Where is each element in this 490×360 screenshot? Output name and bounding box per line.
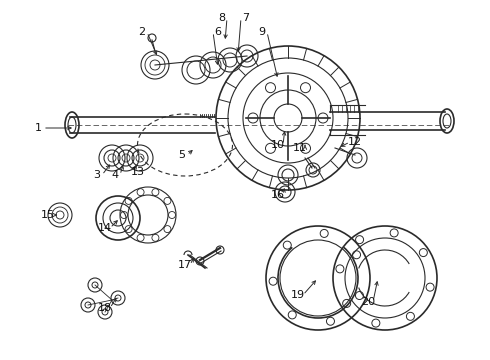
Text: 9: 9 [258, 27, 266, 37]
Text: 17: 17 [178, 260, 192, 270]
Text: 11: 11 [293, 143, 307, 153]
Text: 15: 15 [41, 210, 55, 220]
Text: 5: 5 [178, 150, 186, 160]
Text: 1: 1 [34, 123, 42, 133]
Text: 18: 18 [98, 303, 112, 313]
Text: 20: 20 [361, 297, 375, 307]
Text: 4: 4 [111, 170, 119, 180]
Text: 2: 2 [139, 27, 146, 37]
Text: 8: 8 [219, 13, 225, 23]
Text: 6: 6 [215, 27, 221, 37]
Text: 12: 12 [348, 137, 362, 147]
Text: 16: 16 [271, 190, 285, 200]
Text: 14: 14 [98, 223, 112, 233]
Text: 7: 7 [243, 13, 249, 23]
Text: 3: 3 [94, 170, 100, 180]
Text: 19: 19 [291, 290, 305, 300]
Circle shape [216, 246, 224, 254]
Text: 13: 13 [131, 167, 145, 177]
Circle shape [196, 257, 204, 265]
Text: 10: 10 [271, 140, 285, 150]
